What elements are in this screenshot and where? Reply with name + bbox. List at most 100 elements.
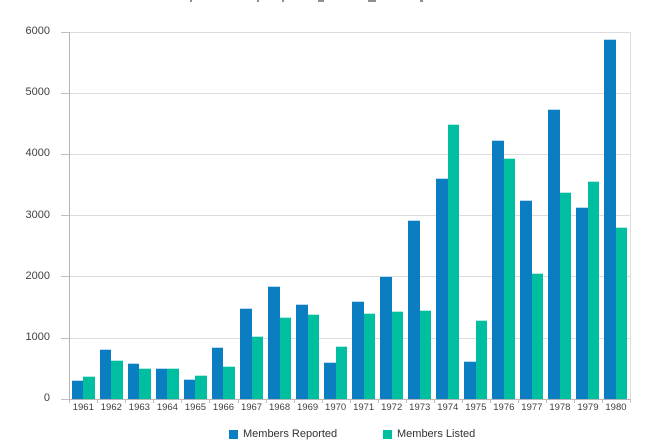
bar-members-reported-1962 — [99, 349, 112, 399]
legend: Members Reported Members Listed — [0, 427, 656, 441]
x-tick-label: 1967 — [240, 402, 263, 413]
gridline — [69, 215, 630, 217]
bar-members-reported-1963 — [127, 362, 140, 399]
x-tick-label: 1980 — [605, 402, 627, 413]
legend-swatch-members-reported — [229, 429, 238, 439]
bar-members-listed-1973 — [419, 310, 432, 399]
x-axis-tick — [181, 398, 183, 403]
x-axis-tick — [125, 398, 127, 403]
bar-members-reported-1973 — [408, 220, 420, 399]
bar-members-listed-1969 — [307, 314, 320, 399]
y-axis-tick — [61, 92, 70, 94]
bar-members-reported-1977 — [520, 199, 532, 399]
x-axis-tick — [601, 398, 603, 403]
x-tick-label: 1973 — [409, 402, 431, 413]
x-axis-tick — [265, 398, 267, 403]
bar-members-reported-1966 — [211, 347, 224, 399]
y-axis-line — [69, 31, 71, 400]
x-tick-label: 1970 — [325, 402, 347, 413]
bar-members-listed-1966 — [223, 366, 235, 399]
clipped-title-fragment — [190, 0, 192, 2]
bar-members-listed-1979 — [587, 181, 600, 399]
bar-members-listed-1965 — [195, 374, 207, 399]
x-axis-tick — [293, 398, 295, 403]
bar-members-listed-1970 — [335, 346, 348, 399]
bar-members-reported-1976 — [492, 139, 504, 399]
x-axis-tick — [209, 398, 211, 403]
clipped-title-fragment — [282, 0, 284, 2]
clipped-title-fragment — [368, 0, 376, 2]
bar-members-reported-1975 — [464, 361, 476, 399]
legend-item-members-reported: Members Reported — [229, 427, 337, 441]
x-axis-tick — [377, 398, 379, 403]
x-tick-label: 1962 — [100, 402, 122, 413]
bar-members-reported-1971 — [352, 300, 364, 399]
y-tick-label: 2000 — [25, 269, 50, 282]
bar-members-reported-1974 — [436, 178, 448, 399]
y-axis-tick — [61, 31, 70, 33]
gridline — [69, 337, 630, 339]
y-axis-tick — [61, 215, 70, 217]
x-axis-tick — [153, 398, 155, 403]
y-tick-label: 1000 — [25, 331, 50, 344]
y-axis-tick — [61, 276, 70, 278]
x-tick-label: 1969 — [297, 402, 319, 413]
bar-members-reported-1961 — [71, 380, 84, 399]
y-tick-label: 0 — [43, 392, 50, 405]
bar-members-reported-1965 — [183, 378, 196, 399]
y-tick-label: 5000 — [25, 86, 50, 99]
bar-members-reported-1978 — [548, 108, 560, 399]
y-tick-label: 4000 — [25, 147, 50, 160]
x-tick-label: 1972 — [381, 402, 403, 413]
bar-members-listed-1977 — [531, 273, 544, 399]
gridline — [69, 31, 630, 33]
x-tick-label: 1964 — [156, 402, 178, 413]
plot-right-border — [630, 31, 631, 400]
x-axis-tick — [69, 398, 71, 403]
bar-members-listed-1967 — [251, 335, 264, 399]
x-axis-tick — [321, 398, 323, 403]
bar-members-listed-1964 — [167, 367, 179, 399]
y-axis-tick — [61, 337, 70, 339]
bar-members-listed-1968 — [279, 316, 292, 399]
clipped-title-fragment — [318, 0, 324, 2]
y-axis-tick — [61, 153, 70, 155]
bar-members-reported-1968 — [268, 285, 280, 399]
x-tick-label: 1963 — [128, 402, 150, 413]
legend-label-members-listed: Members Listed — [397, 428, 476, 440]
x-tick-label: 1975 — [465, 402, 487, 413]
y-tick-label: 6000 — [25, 25, 50, 37]
x-tick-label: 1976 — [493, 402, 515, 413]
x-tick-label: 1977 — [521, 402, 543, 413]
x-axis-tick — [349, 398, 351, 403]
x-tick-label: 1966 — [212, 402, 235, 413]
x-tick-label: 1974 — [437, 402, 459, 413]
x-axis-tick — [461, 398, 463, 403]
x-axis-tick — [237, 398, 239, 403]
clipped-title-fragment — [257, 0, 259, 2]
bar-members-listed-1976 — [503, 158, 516, 399]
bar-members-reported-1979 — [576, 207, 588, 399]
bar-members-reported-1969 — [296, 303, 308, 399]
bar-members-reported-1972 — [380, 275, 392, 399]
x-axis-tick — [97, 398, 99, 403]
bar-members-listed-1961 — [83, 375, 95, 399]
x-tick-label: 1968 — [268, 402, 291, 413]
x-axis-tick — [517, 398, 519, 403]
bar-members-reported-1980 — [604, 38, 616, 399]
x-tick-label: 1961 — [72, 402, 94, 413]
x-tick-label: 1971 — [353, 402, 375, 413]
x-axis-tick — [545, 398, 547, 403]
bar-members-reported-1967 — [240, 307, 252, 399]
x-axis-tick — [489, 398, 491, 403]
x-tick-label: 1978 — [549, 402, 571, 413]
x-tick-label: 1979 — [577, 402, 599, 413]
bar-members-listed-1974 — [447, 123, 460, 399]
y-tick-label: 3000 — [25, 208, 50, 221]
bar-members-listed-1962 — [111, 360, 123, 399]
legend-item-members-listed: Members Listed — [383, 427, 475, 441]
legend-label-members-reported: Members Reported — [243, 428, 338, 440]
bar-members-reported-1970 — [324, 362, 336, 399]
x-axis-tick — [433, 398, 435, 403]
